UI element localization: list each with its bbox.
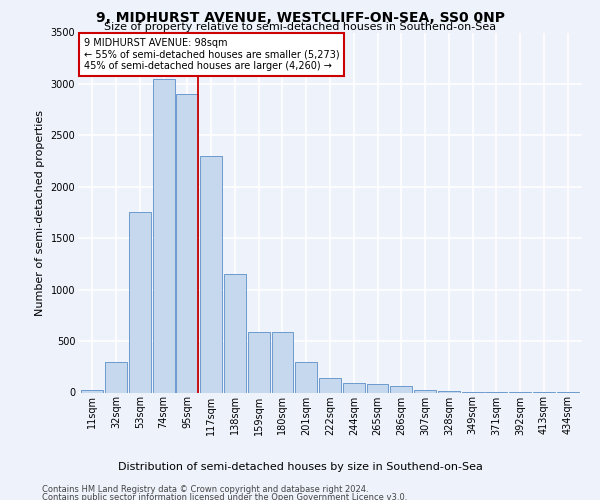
Bar (414, 390, 436, 392)
Bar (82, 390, 103, 392)
Bar (129, 212, 151, 392)
Text: Distribution of semi-detached houses by size in Southend-on-Sea: Distribution of semi-detached houses by … (118, 462, 482, 472)
Bar (272, 332, 293, 392)
Bar (367, 384, 388, 392)
Y-axis label: Number of semi-detached properties: Number of semi-detached properties (35, 110, 45, 316)
Bar (343, 383, 365, 392)
Text: Contains HM Land Registry data © Crown copyright and database right 2024.: Contains HM Land Registry data © Crown c… (42, 485, 368, 494)
Bar (319, 378, 341, 392)
Bar (295, 362, 317, 392)
Text: Contains public sector information licensed under the Open Government Licence v3: Contains public sector information licen… (42, 492, 407, 500)
Text: 9 MIDHURST AVENUE: 98sqm
← 55% of semi-detached houses are smaller (5,273)
45% o: 9 MIDHURST AVENUE: 98sqm ← 55% of semi-d… (83, 38, 339, 72)
Bar (200, 156, 222, 392)
Text: 9, MIDHURST AVENUE, WESTCLIFF-ON-SEA, SS0 0NP: 9, MIDHURST AVENUE, WESTCLIFF-ON-SEA, SS… (95, 11, 505, 25)
Bar (391, 386, 412, 392)
Bar (176, 94, 198, 392)
Bar (248, 332, 269, 392)
Bar (105, 362, 127, 392)
Bar (224, 274, 246, 392)
Text: Size of property relative to semi-detached houses in Southend-on-Sea: Size of property relative to semi-detach… (104, 22, 496, 32)
Bar (152, 79, 175, 392)
